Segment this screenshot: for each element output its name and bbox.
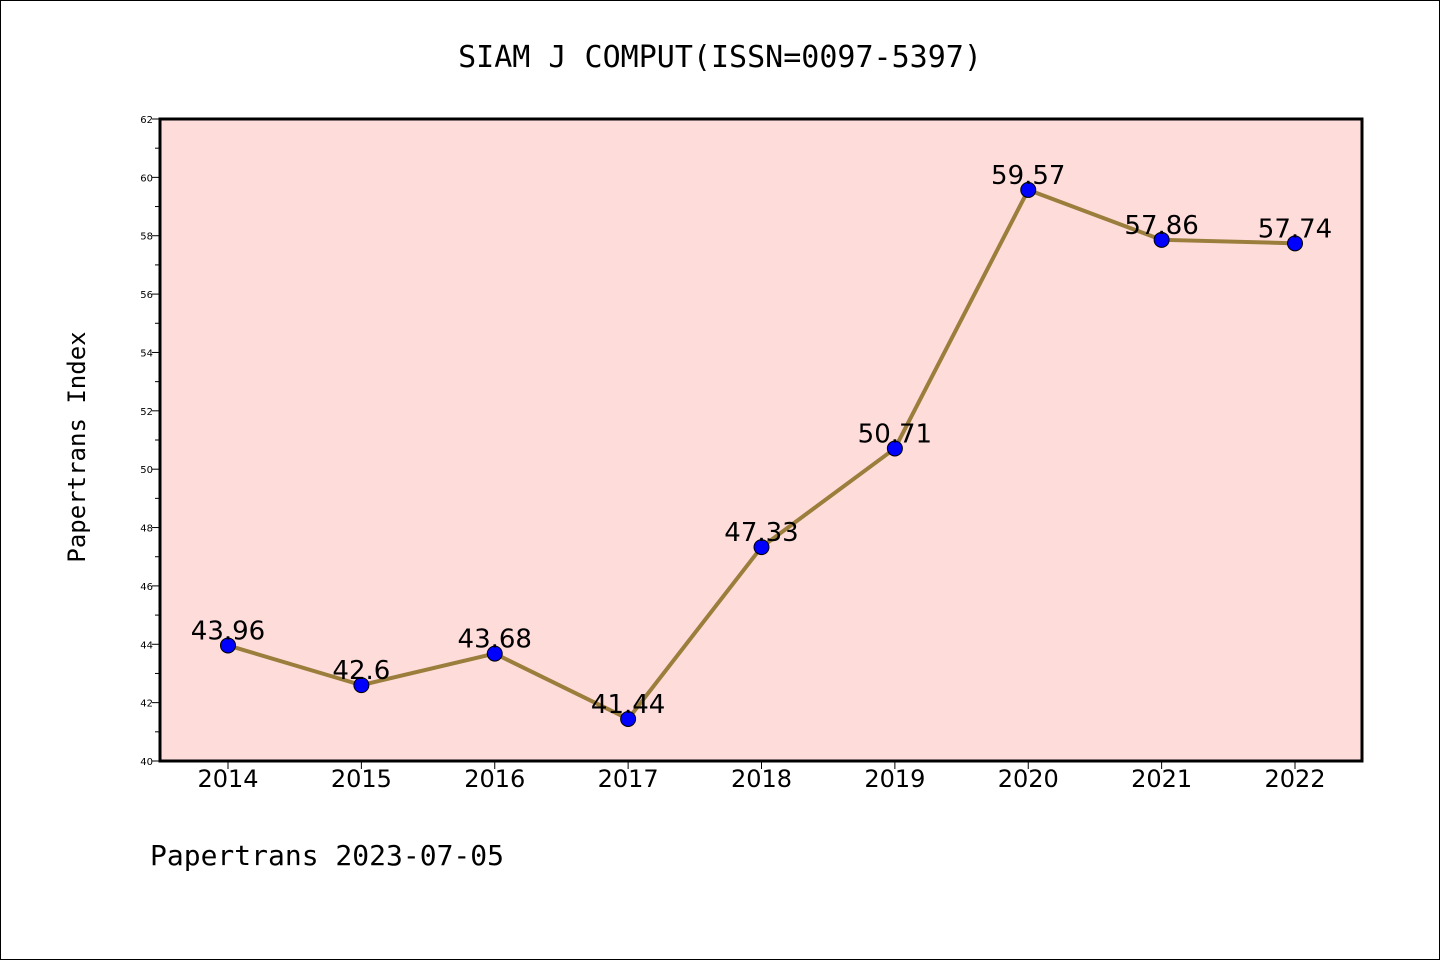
data-point — [1287, 235, 1303, 252]
series-group — [220, 181, 1303, 727]
x-tick-label: 2014 — [197, 765, 258, 793]
data-label: 57.74 — [1258, 214, 1332, 244]
y-tick-label: 48 — [140, 524, 153, 535]
data-label: 43.96 — [191, 616, 265, 646]
data-point — [753, 539, 770, 556]
y-axis: 40 42 44 46 48 50 52 54 56 58 60 62 — [140, 115, 160, 768]
data-point — [886, 440, 903, 457]
y-tick-label: 40 — [140, 757, 153, 768]
data-labels: 43.96 42.6 43.68 41.44 47.33 50.71 59.57 57.86 5… — [191, 161, 1332, 720]
y-tick-label: 54 — [140, 348, 153, 359]
footer-text: Papertrans 2023-07-05 — [150, 839, 504, 872]
y-tick-label: 58 — [140, 232, 153, 243]
x-axis: 2014 2015 2016 2017 2018 2019 2020 2021 2022 — [197, 761, 1326, 793]
y-tick-label: 56 — [140, 290, 153, 301]
y-tick-label: 50 — [140, 465, 153, 476]
x-tick-label: 2020 — [998, 765, 1059, 793]
data-point — [353, 677, 370, 694]
data-point — [1020, 181, 1037, 198]
data-label: 57.86 — [1124, 211, 1198, 241]
data-label: 43.68 — [458, 625, 532, 655]
x-tick-label: 2019 — [864, 765, 925, 793]
data-label: 41.44 — [591, 690, 665, 720]
y-tick-label: 60 — [140, 173, 153, 184]
y-tick-label: 62 — [140, 115, 153, 126]
data-point — [486, 645, 503, 662]
x-tick-label: 2016 — [464, 765, 525, 793]
chart-title: SIAM J COMPUT(ISSN=0097-5397) — [458, 40, 982, 75]
y-tick-label: 46 — [140, 582, 153, 593]
y-tick-label: 52 — [140, 407, 153, 418]
data-point — [1153, 231, 1170, 248]
data-label: 47.33 — [724, 518, 798, 548]
y-tick-label: 44 — [140, 640, 153, 651]
y-tick-label: 42 — [140, 699, 153, 710]
x-tick-label: 2021 — [1131, 765, 1192, 793]
x-tick-label: 2017 — [598, 765, 659, 793]
x-tick-label: 2018 — [731, 765, 792, 793]
y-axis-label: Papertrans Index — [63, 331, 91, 562]
x-tick-label: 2015 — [331, 765, 392, 793]
x-tick-label: 2022 — [1264, 765, 1325, 793]
data-label: 50.71 — [858, 419, 932, 449]
data-label: 59.57 — [991, 161, 1065, 191]
data-point — [220, 637, 236, 654]
data-label: 42.6 — [332, 656, 390, 686]
data-point — [620, 710, 637, 727]
plot-area — [158, 117, 1364, 763]
